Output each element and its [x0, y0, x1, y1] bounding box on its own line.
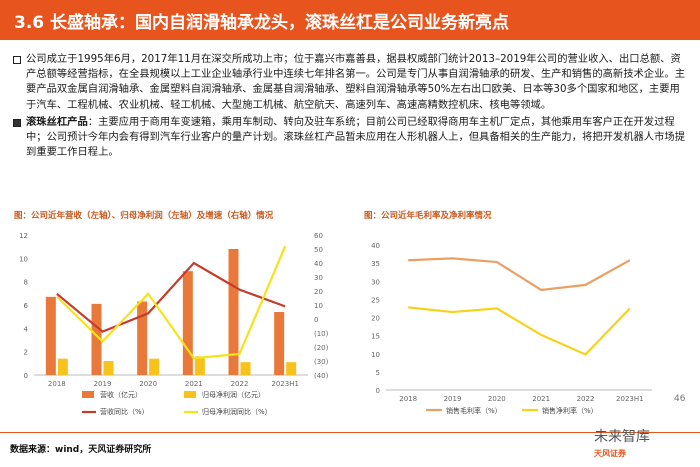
legend-label: 营收（亿元）: [100, 390, 142, 399]
revenue-profit-chart: 0 2 4 6 8 10 12 (40) (30) (20) (10) 0 10 20 30 40 50 60 20…: [19, 232, 329, 416]
left-axis-tick: 10: [19, 255, 28, 263]
legend-label: 营收同比（%）: [100, 407, 149, 416]
right-axis-tick: 30: [314, 274, 323, 282]
revenue-bar: [91, 303, 102, 375]
profit-growth-line: [56, 245, 287, 360]
page-title: 3.6 长盛轴承：国内自润滑轴承龙头，滚珠丝杠是公司业务新亮点: [14, 13, 510, 33]
x-axis-tick: 2019: [444, 395, 462, 403]
net-profit-bar: [194, 356, 205, 375]
x-axis-tick: 2020: [488, 395, 506, 403]
bullet-ball-screw: 滚珠丝杠产品：主要应用于商用车变速箱，乘用车制动、转向及驻车系统；目前公司已经取…: [12, 115, 688, 161]
revenue-bar: [137, 301, 148, 375]
right-axis-tick: 40: [314, 260, 323, 268]
right-axis-tick: 20: [314, 288, 323, 296]
bullet-square-icon: [13, 56, 21, 64]
right-axis-tick: (20): [314, 344, 329, 352]
chart2-title: 图：公司近年毛利率及净利率情况: [364, 211, 492, 221]
revenue-bar: [45, 296, 56, 375]
bullet-text: 公司成立于1995年6月，2017年11月在深交所成功上市；位于嘉兴市嘉善县，据…: [26, 53, 685, 111]
x-axis-tick: 2023H1: [271, 380, 299, 388]
x-axis-tick: 2019: [94, 380, 112, 388]
bullet-company-intro: 公司成立于1995年6月，2017年11月在深交所成功上市；位于嘉兴市嘉善县，据…: [12, 52, 688, 113]
net-profit-bar: [286, 362, 297, 375]
brand-logo: 天风证券: [594, 449, 626, 458]
right-axis-tick: (10): [314, 330, 329, 338]
right-axis-tick: (30): [314, 358, 329, 366]
revenue-bar: [274, 312, 285, 375]
x-axis-tick: 2018: [48, 380, 66, 388]
y-axis-tick: 25: [371, 296, 380, 304]
legend-swatch: [184, 391, 196, 398]
chart1-title: 图：公司近年营收（左轴）、归母净利润（左轴）及增速（右轴）情况: [14, 211, 274, 221]
left-axis-tick: 2: [24, 349, 28, 357]
x-axis-tick: 2018: [399, 395, 417, 403]
revenue-bar: [182, 271, 193, 375]
left-axis-tick: 0: [24, 372, 28, 380]
bullet-square-icon: [13, 118, 21, 127]
y-axis-tick: 15: [371, 333, 380, 341]
legend-label: 销售毛利率（%）: [446, 406, 502, 415]
right-axis-tick: 60: [314, 232, 323, 240]
gross-margin-line: [408, 257, 631, 292]
bullet-bold-lead: 滚珠丝杠产品: [26, 115, 88, 128]
legend-swatch: [82, 391, 94, 398]
x-axis-tick: 2021: [185, 380, 203, 388]
y-axis-tick: 5: [376, 369, 380, 377]
x-axis-tick: 2022: [577, 395, 595, 403]
left-axis-tick: 8: [24, 279, 28, 287]
net-margin-line: [408, 306, 631, 356]
footer-divider: [0, 432, 700, 433]
right-axis-tick: (40): [314, 372, 329, 380]
legend-label: 销售净利率（%）: [542, 406, 598, 415]
right-axis-tick: 10: [314, 302, 323, 310]
y-axis-tick: 35: [371, 260, 380, 268]
left-axis-tick: 4: [24, 325, 29, 333]
net-profit-bar: [240, 362, 251, 375]
net-profit-bar: [103, 361, 114, 375]
legend-label: 归母净利润（亿元）: [202, 390, 265, 399]
x-axis-tick: 2022: [231, 380, 249, 388]
margin-chart: 0 5 10 15 20 25 30 35 40 2018 2019 2020 2021 2022 2023…: [371, 242, 652, 415]
y-axis-tick: 10: [371, 351, 380, 359]
left-axis-tick: 12: [19, 232, 28, 240]
y-axis-tick: 30: [371, 278, 380, 286]
y-axis-tick: 0: [376, 387, 380, 395]
data-source: 数据来源：wind，天风证券研究所: [10, 445, 152, 455]
x-axis-tick: 2021: [532, 395, 550, 403]
y-axis-tick: 40: [371, 242, 380, 250]
net-profit-bar: [149, 358, 160, 375]
watermark-text: 未来智库: [594, 429, 650, 445]
legend-label: 归母净利润同比（%）: [202, 407, 272, 416]
revenue-bar: [228, 249, 239, 375]
bullet-list: 公司成立于1995年6月，2017年11月在深交所成功上市；位于嘉兴市嘉善县，据…: [12, 52, 688, 162]
right-axis-tick: 0: [314, 316, 318, 324]
title-bar: 3.6 长盛轴承：国内自润滑轴承龙头，滚珠丝杠是公司业务新亮点: [0, 0, 700, 40]
left-axis-tick: 6: [24, 302, 29, 310]
bullet-text: ：主要应用于商用车变速箱，乘用车制动、转向及驻车系统；目前公司已经取得商用车主机…: [26, 115, 685, 159]
y-axis-tick: 20: [371, 315, 380, 323]
x-axis-tick: 2020: [139, 380, 157, 388]
revenue-growth-line: [56, 261, 286, 333]
x-axis-tick: 2023H1: [616, 395, 644, 403]
net-profit-bar: [57, 358, 68, 375]
page-number: 46: [674, 394, 686, 404]
right-axis-tick: 50: [314, 246, 323, 254]
